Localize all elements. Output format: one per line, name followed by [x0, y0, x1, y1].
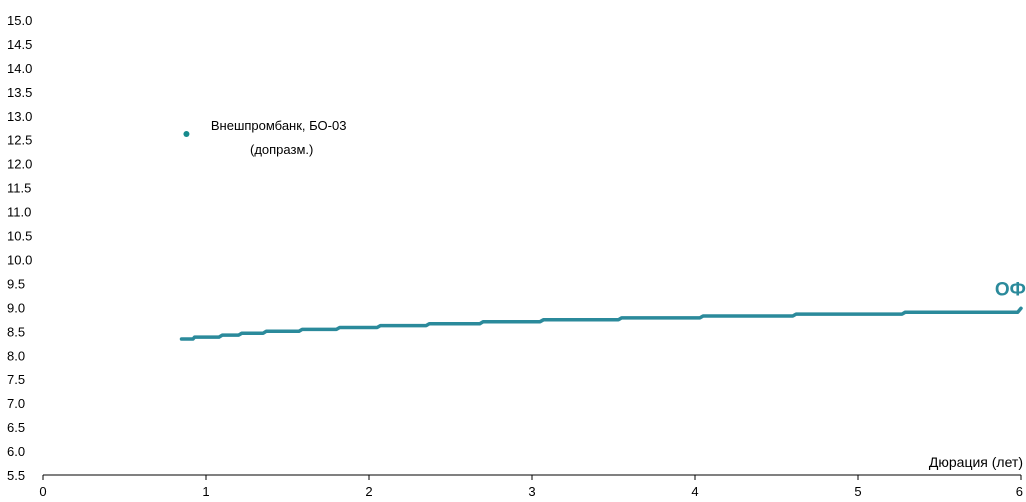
- x-tick-label: 5: [854, 484, 861, 499]
- y-tick-label: 6.0: [7, 444, 25, 459]
- data-point-vneshprombank: [183, 130, 190, 137]
- y-tick-label: 10.0: [7, 252, 32, 267]
- y-tick-label: 8.5: [7, 324, 25, 339]
- y-tick-label: 5.5: [7, 468, 25, 483]
- y-tick-label: 9.5: [7, 276, 25, 291]
- x-tick-label: 6: [1016, 484, 1023, 499]
- y-tick-label: 7.5: [7, 372, 25, 387]
- y-tick-label: 12.0: [7, 157, 32, 172]
- series-label-ofz: ОФЗ: [995, 279, 1026, 300]
- x-tick-label: 0: [39, 484, 46, 499]
- axes: [42, 474, 1022, 480]
- point-label: Внешпромбанк, БО-03: [211, 118, 347, 133]
- x-tick-label: 1: [202, 484, 209, 499]
- y-tick-label: 13.0: [7, 109, 32, 124]
- x-tick-label: 3: [528, 484, 535, 499]
- annotations: Дюрация (лет) Внешпромбанк, БО-03 (допразм…: [211, 118, 1026, 470]
- y-tick-label: 11.0: [7, 205, 31, 220]
- y-tick-label: 12.5: [7, 133, 32, 148]
- x-tick-label: 4: [691, 484, 698, 499]
- series: [179, 130, 1023, 341]
- y-tick-label: 9.0: [7, 300, 25, 315]
- y-tick-label: 14.5: [7, 37, 32, 52]
- y-tick-label: 10.5: [7, 229, 32, 244]
- y-tick-label: 13.5: [7, 85, 32, 100]
- y-tick-label: 7.0: [7, 396, 25, 411]
- y-tick-label: 8.0: [7, 348, 25, 363]
- point-label: (допразм.): [250, 142, 313, 157]
- y-tick-label: 14.0: [7, 61, 32, 76]
- y-tick-label: 11.5: [7, 181, 31, 196]
- x-tick-label: 2: [365, 484, 372, 499]
- tick-labels: 0 1 2 3 4 5 6 5.5 6.0 6.5 7.0 7.5 8.0 8.5 9.0 9.5 10.0 10…: [7, 13, 1023, 499]
- x-axis-title: Дюрация (лет): [929, 454, 1023, 470]
- y-tick-label: 15.0: [7, 13, 32, 28]
- y-tick-label: 6.5: [7, 420, 25, 435]
- series-line-ofz: [179, 306, 1023, 341]
